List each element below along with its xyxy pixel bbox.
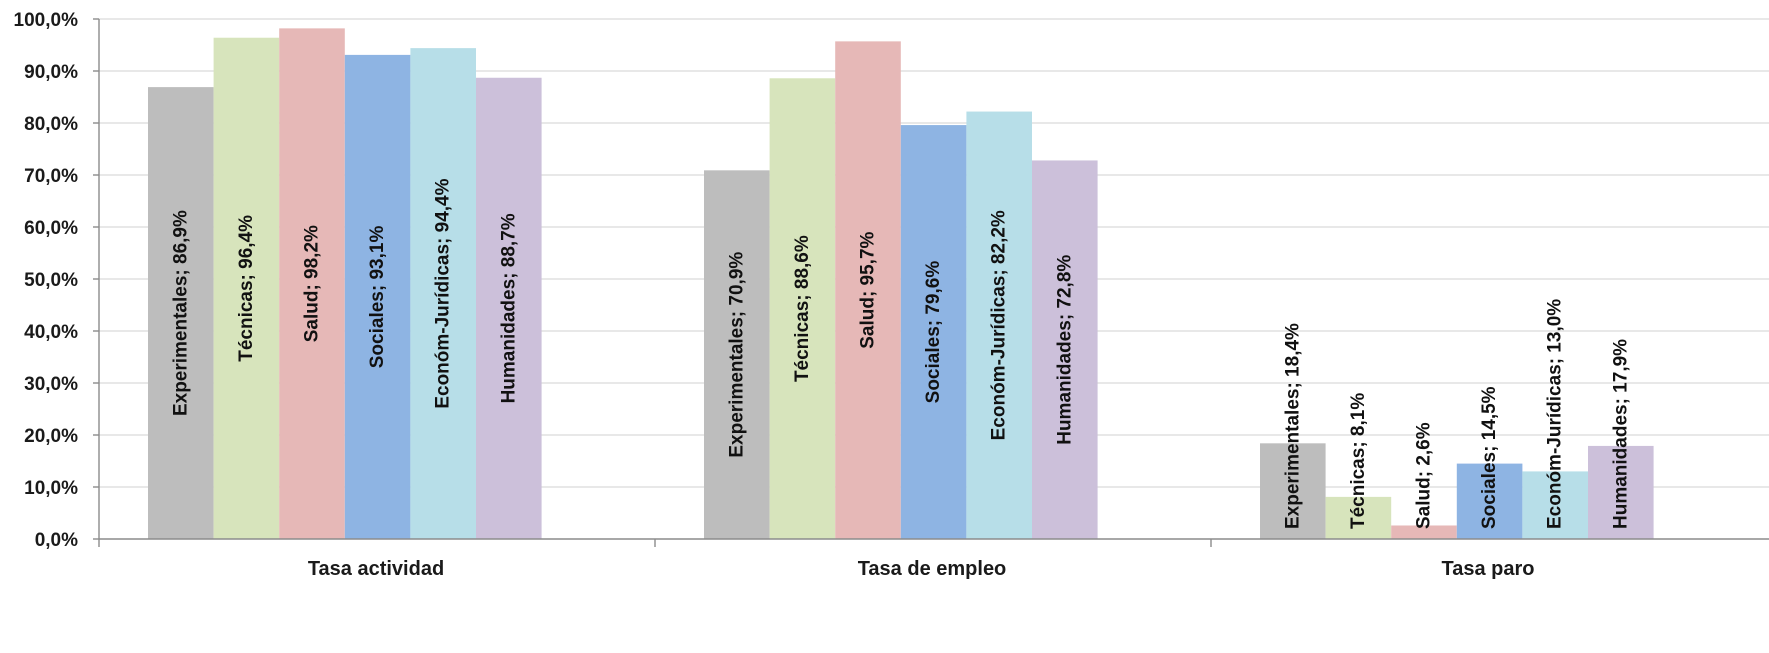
data-label: Salud; 2,6% (1414, 422, 1435, 529)
data-label: Humanidades; 72,8% (1054, 255, 1075, 445)
bar (1325, 496, 1392, 539)
bar (1522, 471, 1588, 539)
data-label: Salud; 98,2% (302, 225, 323, 342)
bar (148, 87, 214, 540)
bar (476, 77, 542, 539)
data-label: Sociales; 14,5% (1479, 386, 1500, 529)
bar (1032, 160, 1098, 539)
bar (966, 111, 1032, 539)
bar (704, 170, 770, 539)
data-label: Sociales; 79,6% (923, 261, 944, 404)
data-label: Económ-Jurídicas; 94,4% (433, 178, 454, 408)
x-category-label: Tasa paro (1442, 558, 1535, 580)
bar (1391, 525, 1457, 539)
y-tick-label: 10,0% (24, 478, 78, 499)
data-label: Económ-Jurídicas; 82,2% (989, 210, 1010, 440)
data-label: Humanidades; 17,9% (1610, 339, 1631, 529)
y-tick-label: 50,0% (24, 270, 78, 291)
bar (1588, 445, 1654, 539)
y-tick-label: 0,0% (35, 530, 78, 551)
data-label: Técnicas; 88,6% (792, 235, 813, 382)
x-category-label: Tasa actividad (308, 558, 444, 580)
data-label: Sociales; 93,1% (367, 226, 388, 369)
data-label: Técnicas; 8,1% (1348, 393, 1369, 529)
bar (900, 125, 967, 539)
bars (148, 28, 1654, 540)
y-tick-label: 70,0% (24, 166, 78, 187)
y-tick-label: 60,0% (24, 218, 78, 239)
y-tick-label: 30,0% (24, 374, 78, 395)
y-tick-label: 80,0% (24, 114, 78, 135)
bar (1260, 443, 1326, 539)
data-label: Salud; 95,7% (858, 231, 879, 348)
data-label: Técnicas; 96,4% (236, 215, 257, 362)
data-label: Humanidades; 88,7% (498, 213, 519, 403)
data-label: Económ-Jurídicas; 13,0% (1545, 299, 1566, 529)
axes (93, 18, 1769, 547)
bar (344, 54, 411, 539)
bar (410, 48, 476, 540)
y-tick-label: 100,0% (14, 10, 79, 31)
data-label: Experimentales; 86,9% (170, 210, 191, 416)
data-label: Experimentales; 18,4% (1282, 323, 1303, 529)
bar (213, 37, 280, 539)
y-tick-label: 40,0% (24, 322, 78, 343)
data-label: Experimentales; 70,9% (726, 252, 747, 458)
x-category-label: Tasa de empleo (858, 558, 1007, 580)
y-tick-label: 90,0% (24, 62, 78, 83)
bar (835, 41, 901, 540)
labels: 0,0% 10,0% 20,0% 30,0% 40,0% 50,0% 60,0% 70,0% 8… (14, 10, 1632, 580)
bar (769, 78, 836, 539)
bar (279, 28, 345, 540)
y-tick-label: 20,0% (24, 426, 78, 447)
bar (1456, 463, 1523, 539)
